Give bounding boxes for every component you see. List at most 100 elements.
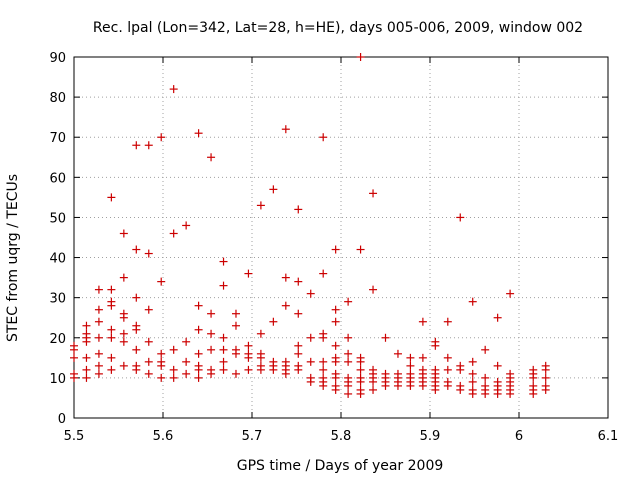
data-point [468, 297, 477, 306]
data-point [541, 385, 550, 394]
y-tick-label: 80 [49, 91, 66, 106]
data-point [157, 349, 166, 358]
data-point [331, 373, 340, 382]
data-point [319, 365, 328, 374]
y-tick-label: 20 [49, 332, 66, 347]
x-tick-label: 6 [515, 429, 523, 444]
data-point [281, 301, 290, 310]
data-point [493, 389, 502, 398]
data-point [107, 301, 116, 310]
data-point [157, 277, 166, 286]
data-point [219, 357, 228, 366]
data-point [369, 189, 378, 198]
data-point [144, 249, 153, 258]
y-tick-label: 70 [49, 131, 66, 146]
data-point [281, 369, 290, 378]
data-point [281, 273, 290, 282]
data-point [481, 373, 490, 382]
data-point [94, 361, 103, 370]
data-point [94, 369, 103, 378]
data-point [244, 353, 253, 362]
data-point [456, 385, 465, 394]
data-point [529, 389, 538, 398]
data-point [418, 317, 427, 326]
data-point [169, 373, 178, 382]
data-point [94, 349, 103, 358]
x-tick-labels: 5.5 5.6 5.7 5.8 5.9 6 6.1 [64, 429, 619, 444]
data-point [344, 381, 353, 390]
data-point [207, 345, 216, 354]
data-point [119, 313, 128, 322]
data-point [456, 365, 465, 374]
data-point [169, 229, 178, 238]
data-point [306, 289, 315, 298]
y-tick-label: 90 [49, 51, 66, 66]
data-point [331, 357, 340, 366]
data-point [194, 325, 203, 334]
data-point [406, 381, 415, 390]
data-point [194, 301, 203, 310]
data-point [319, 333, 328, 342]
data-point [182, 369, 191, 378]
y-tick-label: 50 [49, 211, 66, 226]
data-point [331, 305, 340, 314]
data-points [70, 53, 550, 398]
data-point [344, 349, 353, 358]
data-point [443, 365, 452, 374]
data-point [319, 133, 328, 142]
data-point [94, 285, 103, 294]
data-point [107, 285, 116, 294]
data-point [256, 353, 265, 362]
data-point [82, 365, 91, 374]
y-tick-label: 40 [49, 252, 66, 267]
data-point [331, 245, 340, 254]
data-point [194, 349, 203, 358]
data-point [506, 289, 515, 298]
y-tick-label: 10 [49, 372, 66, 387]
y-tick-labels: 0 10 20 30 40 50 60 70 80 90 [49, 51, 66, 427]
plot-frame [73, 56, 609, 419]
data-point [468, 377, 477, 386]
data-point [119, 229, 128, 238]
data-point [244, 341, 253, 350]
data-point [94, 317, 103, 326]
x-tick-label: 5.7 [242, 429, 263, 444]
data-point [207, 329, 216, 338]
data-point [94, 305, 103, 314]
data-point [256, 201, 265, 210]
data-point [119, 273, 128, 282]
data-point [281, 125, 290, 134]
data-point [541, 365, 550, 374]
data-point [319, 269, 328, 278]
data-point [356, 357, 365, 366]
x-tick-label: 5.9 [420, 429, 441, 444]
data-point [481, 389, 490, 398]
y-tick-label: 0 [58, 412, 66, 427]
data-point [294, 205, 303, 214]
y-axis-label: STEC from uqrg / TECUs [5, 174, 21, 342]
data-point [306, 377, 315, 386]
data-point [219, 333, 228, 342]
data-point [169, 345, 178, 354]
data-point [443, 381, 452, 390]
data-point [132, 345, 141, 354]
data-point [231, 349, 240, 358]
data-point [468, 389, 477, 398]
data-point [506, 389, 515, 398]
data-point [356, 365, 365, 374]
data-point [331, 385, 340, 394]
data-point [393, 381, 402, 390]
data-point [132, 245, 141, 254]
data-point [94, 333, 103, 342]
data-point [256, 329, 265, 338]
data-point [157, 361, 166, 370]
data-point [182, 221, 191, 230]
data-point [356, 389, 365, 398]
data-point [219, 365, 228, 374]
data-point [132, 325, 141, 334]
chart-title: Rec. lpal (Lon=342, Lat=28, h=HE), days … [93, 20, 583, 36]
data-point [468, 357, 477, 366]
data-point [269, 365, 278, 374]
y-tick-label: 60 [49, 171, 66, 186]
